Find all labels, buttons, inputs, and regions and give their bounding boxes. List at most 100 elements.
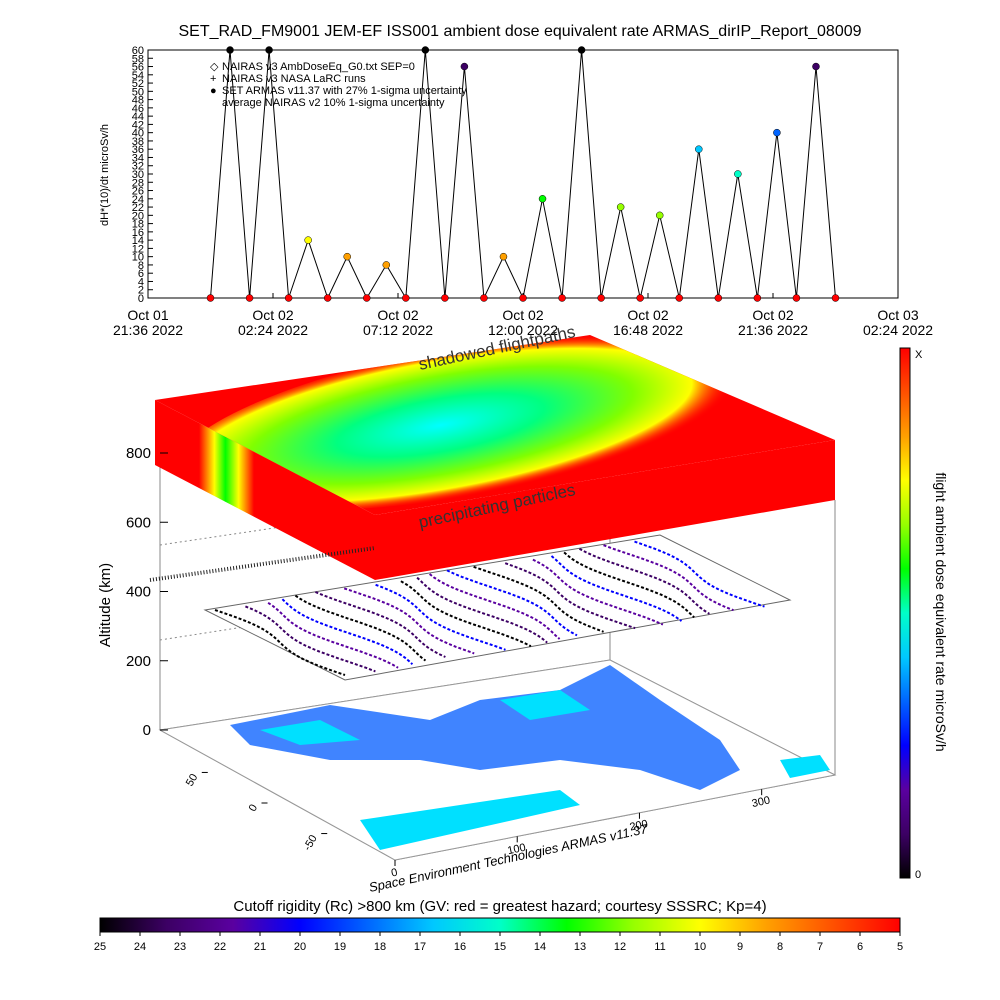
legend-symbol: ●	[210, 85, 217, 97]
flight-track	[400, 580, 532, 648]
colorbar-tick-label: 23	[174, 941, 186, 953]
y-tick-label: 22	[132, 202, 144, 214]
data-point	[773, 128, 781, 137]
colorbar-tick-label: 14	[534, 941, 546, 953]
colorbar-tick-label: 17	[414, 941, 426, 953]
legend-symbol: ◇	[210, 61, 219, 73]
data-point	[421, 46, 430, 54]
data-point	[402, 294, 410, 302]
y-tick-label: 54	[132, 70, 144, 82]
z-tick-label: 400	[126, 584, 151, 601]
data-point	[714, 294, 723, 302]
legend-label: NAIRAS v3 AmbDoseEq_G0.txt SEP=0	[222, 61, 415, 73]
y-tick-label: 10	[132, 252, 144, 264]
colorbar-title: flight ambient dose equivalent rate micr…	[933, 472, 949, 751]
data-point	[831, 294, 840, 302]
data-point	[245, 294, 254, 302]
colorbar-tick-label: 8	[777, 941, 783, 953]
colorbar-tick-label: 16	[454, 941, 466, 953]
data-point	[597, 294, 605, 302]
y-tick-label: 12	[132, 243, 144, 255]
flight-track	[603, 544, 734, 612]
y-tick-label: 14	[132, 235, 144, 247]
dose-slab	[149, 335, 835, 582]
colorbar-tick-label: 5	[897, 941, 903, 953]
legend-symbol: +	[210, 73, 216, 85]
y-tick-label: 28	[132, 177, 144, 189]
colorbar	[99, 917, 901, 933]
flight-track	[214, 609, 346, 676]
colorbar-tick-label: 13	[574, 941, 586, 953]
colorbar-tick-label: 7	[817, 941, 823, 953]
y-tick-label: 56	[132, 62, 144, 74]
z-axis-label: Altitude (km)	[97, 563, 114, 647]
map-plane	[158, 659, 837, 861]
y-tick-label: 50	[132, 86, 144, 98]
data-point	[695, 145, 703, 153]
flight-track-plane	[203, 534, 792, 681]
data-point	[226, 46, 234, 54]
y-tick-label: 52	[132, 78, 144, 90]
colorbar-label: X	[915, 349, 923, 361]
colorbar-tick-label: 11	[654, 941, 665, 953]
y-tick-label: 8	[138, 260, 144, 272]
y-tick-label: 18	[132, 219, 144, 231]
colorbar	[899, 347, 911, 879]
data-point	[753, 294, 762, 302]
y-tick-label: 44	[132, 111, 144, 123]
y-axis-label: dH*(10)/dt microSv/h	[99, 124, 111, 226]
data-point	[363, 294, 371, 302]
flight-track	[281, 598, 414, 665]
data-point	[460, 62, 469, 71]
y-tick-label: 26	[132, 186, 144, 198]
y-tick-label: 60	[132, 45, 144, 57]
flight-track	[315, 591, 446, 658]
legend-label: average NAIRAS v2 10% 1-sigma uncertaint…	[222, 97, 445, 109]
colorbar-tick-label: 15	[494, 941, 506, 953]
x-tick-label: Oct 01 21:36 2022	[113, 307, 183, 338]
y-tick-label: -50	[301, 833, 319, 853]
flight-track	[563, 551, 695, 619]
colorbar-tick-label: 12	[614, 941, 626, 953]
y-tick-label: 34	[132, 152, 144, 164]
data-point	[655, 211, 664, 220]
flight-track	[446, 569, 578, 637]
y-tick-label: 2	[138, 285, 144, 297]
y-tick-label: 32	[132, 161, 144, 173]
colorbar-label: 0	[915, 869, 921, 881]
y-tick-label: 42	[132, 119, 144, 131]
legend-label: NAIRAS v3 NASA LaRC runs	[222, 73, 366, 85]
data-point	[343, 252, 351, 261]
y-tick-label: 36	[132, 144, 144, 156]
data-point	[558, 294, 566, 302]
x-tick-label: Oct 02 02:24 2022	[238, 307, 308, 338]
z-tick-label: 200	[126, 653, 151, 670]
data-point	[577, 46, 586, 54]
legend-label: SET ARMAS v11.37 with 27% 1-sigma uncert…	[222, 85, 467, 97]
flight-track	[532, 558, 664, 626]
x-tick-label: 200	[629, 818, 649, 834]
flight-track	[473, 565, 604, 633]
x-tick-label: Oct 02 21:36 2022	[738, 307, 808, 338]
colorbar-tick-label: 18	[374, 941, 386, 953]
y-tick-label: 46	[132, 103, 144, 115]
data-point	[206, 294, 215, 302]
flight-track	[550, 555, 683, 622]
flight-track	[267, 601, 399, 669]
data-point	[538, 195, 547, 203]
flight-track	[634, 540, 765, 608]
data-point	[675, 294, 683, 302]
z-tick-label: 0	[143, 722, 151, 739]
x-tick-label: 300	[751, 794, 771, 810]
chart-title: SET_RAD_FM9001 JEM-EF ISS001 ambient dos…	[178, 23, 861, 40]
data-point	[812, 62, 820, 71]
z-tick-label: 800	[126, 445, 151, 462]
colorbar-tick-label: 10	[694, 941, 706, 953]
data-point	[323, 294, 332, 302]
x-tick-label: 0	[390, 867, 398, 880]
y-tick-label: 16	[132, 227, 144, 239]
y-tick-label: 20	[132, 210, 144, 222]
colorbar-title: Cutoff rigidity (Rc) >800 km (GV: red = …	[233, 898, 766, 915]
data-point	[734, 170, 742, 178]
